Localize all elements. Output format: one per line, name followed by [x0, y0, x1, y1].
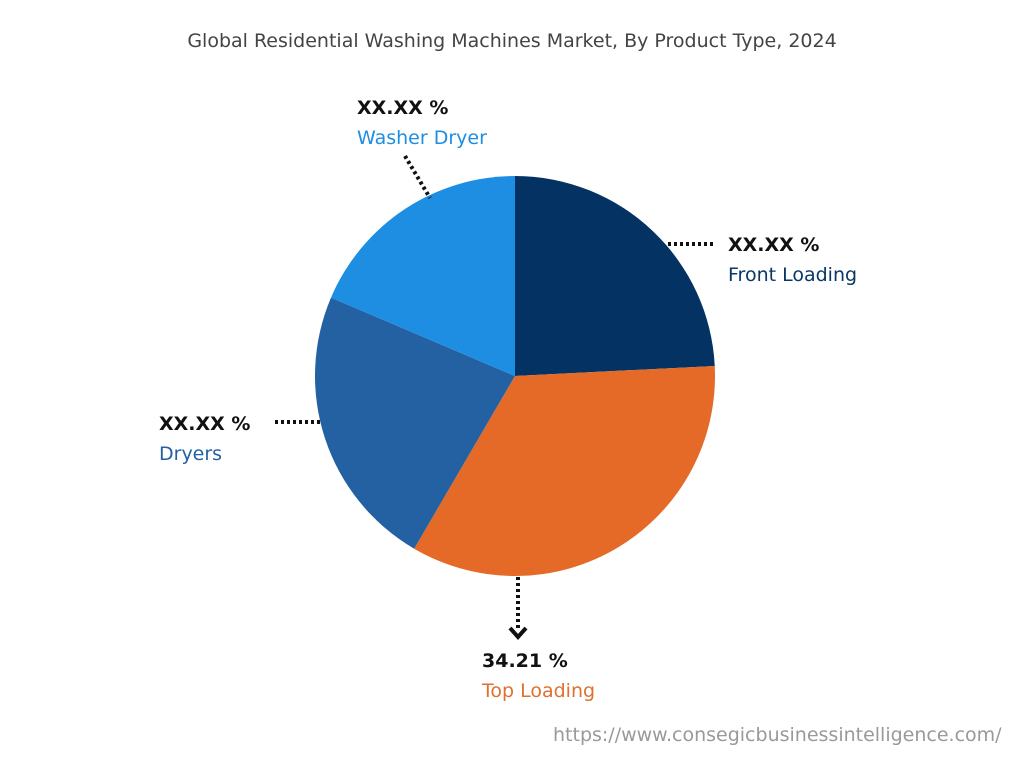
chart-title: Global Residential Washing Machines Mark… [187, 30, 837, 52]
arrow-head-icon [508, 626, 528, 641]
slice-value: XX.XX % [728, 234, 820, 256]
label-dryers: XX.XX % Dryers [159, 409, 250, 469]
leader-washer-dryer [403, 154, 432, 200]
pie-slice-front-loading [515, 176, 715, 376]
pie-slice-dryers [314, 297, 515, 549]
slice-value: XX.XX % [357, 97, 449, 119]
pie-slice-top-loading [414, 365, 715, 576]
slice-name: Washer Dryer [357, 127, 487, 149]
slice-name: Front Loading [728, 264, 858, 286]
slice-value: 34.21 % [482, 650, 568, 672]
label-washer-dryer: XX.XX % Washer Dryer [357, 93, 487, 153]
pie-slice-washer-dryer [331, 176, 515, 376]
slice-name: Dryers [159, 443, 223, 465]
source-url: https://www.consegicbusinessintelligence… [553, 724, 1002, 746]
slice-value: XX.XX % [159, 413, 251, 435]
label-front-loading: XX.XX % Front Loading [728, 230, 857, 290]
label-top-loading: 34.21 % Top Loading [482, 646, 595, 706]
slice-name: Top Loading [482, 680, 596, 702]
